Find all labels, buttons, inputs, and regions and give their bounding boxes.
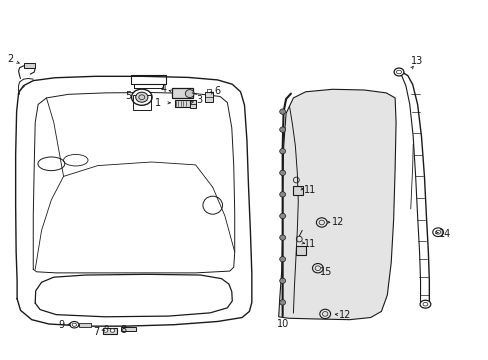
Ellipse shape <box>396 70 401 74</box>
Ellipse shape <box>279 170 285 175</box>
Bar <box>24 63 35 68</box>
Text: 4: 4 <box>161 84 166 94</box>
Ellipse shape <box>422 302 427 306</box>
Ellipse shape <box>279 300 285 305</box>
Ellipse shape <box>432 228 443 237</box>
Bar <box>172 88 192 98</box>
Bar <box>205 92 213 102</box>
Text: 15: 15 <box>319 267 331 277</box>
Bar <box>79 323 91 327</box>
Bar <box>121 327 136 331</box>
Text: 14: 14 <box>438 229 450 239</box>
Text: 9: 9 <box>59 320 64 330</box>
Text: 1: 1 <box>155 98 161 108</box>
Text: 13: 13 <box>409 56 422 66</box>
Text: 12: 12 <box>338 310 350 320</box>
Text: 7: 7 <box>93 327 99 337</box>
Text: 3: 3 <box>196 95 202 105</box>
Text: 11: 11 <box>304 239 316 249</box>
Text: 6: 6 <box>214 86 220 96</box>
Bar <box>102 328 117 334</box>
Text: 2: 2 <box>8 54 14 64</box>
Text: 8: 8 <box>120 325 126 335</box>
Bar <box>174 100 190 107</box>
Ellipse shape <box>279 109 285 114</box>
Ellipse shape <box>103 329 108 332</box>
Ellipse shape <box>185 90 194 98</box>
Bar <box>133 95 150 110</box>
Ellipse shape <box>393 68 403 76</box>
Ellipse shape <box>419 300 430 308</box>
Ellipse shape <box>110 329 115 332</box>
Ellipse shape <box>279 213 285 219</box>
Bar <box>293 186 303 195</box>
Bar <box>296 246 305 255</box>
Text: 12: 12 <box>331 217 344 228</box>
Ellipse shape <box>279 235 285 240</box>
Ellipse shape <box>279 148 285 154</box>
Text: 5: 5 <box>125 91 131 102</box>
Ellipse shape <box>70 321 79 328</box>
Ellipse shape <box>279 278 285 284</box>
Text: 10: 10 <box>276 319 288 329</box>
Ellipse shape <box>279 256 285 262</box>
Bar <box>189 100 195 108</box>
Ellipse shape <box>279 192 285 197</box>
Text: 11: 11 <box>304 185 316 195</box>
Ellipse shape <box>131 89 152 105</box>
Ellipse shape <box>136 92 148 102</box>
Polygon shape <box>278 89 395 320</box>
Ellipse shape <box>279 127 285 132</box>
